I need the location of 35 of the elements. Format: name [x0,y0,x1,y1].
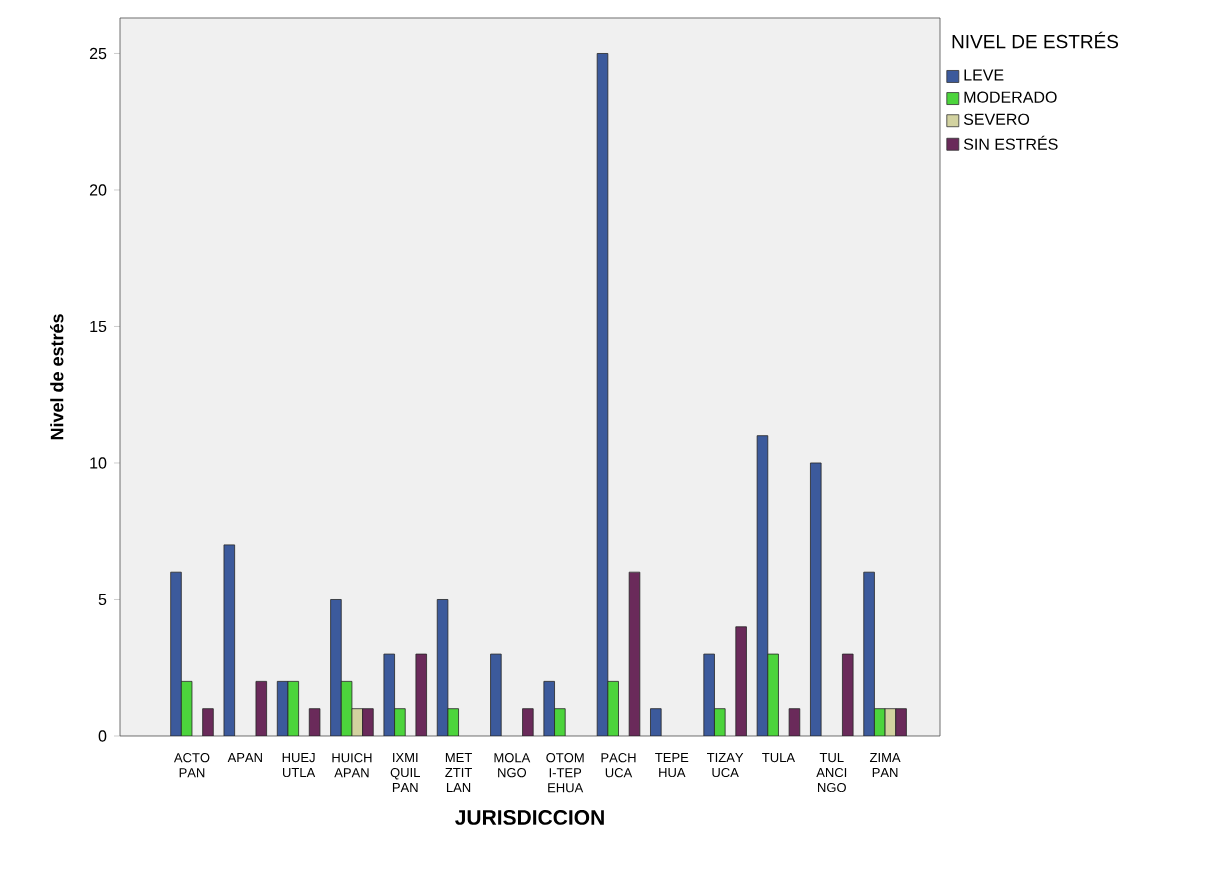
bar [170,571,182,736]
bar [330,599,342,736]
x-tick-label: HUICHAPAN [332,753,372,778]
bar [703,653,715,736]
bar [607,680,619,736]
legend-label: LEVE [964,69,1004,81]
x-axis-title: JURISDICCION [455,810,604,825]
legend-label: MODERADO [964,91,1057,103]
x-tick-label: METZTITLAN [445,753,472,792]
y-tick-label: 5 [98,593,107,606]
bar [735,626,747,736]
legend-label: SEVERO [963,113,1030,125]
y-tick-label: 25 [89,47,107,60]
y-tick-label: 15 [90,320,107,333]
x-tick-label: HUEJUTLA [282,753,316,778]
y-tick-label: 20 [89,184,107,196]
x-tick-label: ZIMAPAN [869,753,901,777]
x-tick-label: TEPEHUA [655,753,689,778]
x-tick-label: PACHUCA [601,753,636,778]
x-tick-label: TIZAYUCA [707,753,744,778]
bar [767,653,779,736]
x-tick-label: MOLANGO [494,753,531,778]
x-tick-label: OTOMI-TEPEHUA [546,753,584,793]
x-tick-label: ACTOPAN [173,753,210,778]
x-tick-label: IXMIQUILPAN [390,753,420,792]
x-tick-label: TULA [762,753,796,763]
y-axis-title: Nivel de estrés [50,314,64,440]
legend-title: NIVEL DE ESTRÉS [952,31,1119,49]
x-tick-label: APAN [227,753,262,762]
y-tick-label: 0 [98,730,107,742]
x-tick-label: TULANCINGO [816,753,847,793]
bar [863,571,875,736]
bar [490,653,502,736]
legend-label: SIN ESTRÉS [963,135,1058,150]
y-tick-label: 10 [90,457,107,469]
